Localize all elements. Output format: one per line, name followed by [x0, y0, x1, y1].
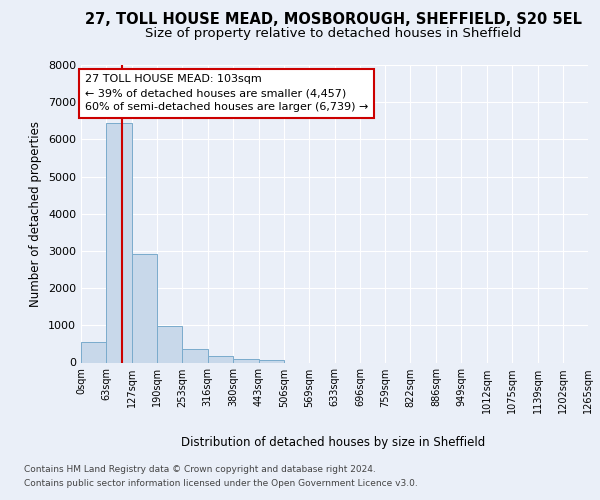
Bar — [233, 359, 259, 362]
Text: Contains public sector information licensed under the Open Government Licence v3: Contains public sector information licen… — [24, 478, 418, 488]
Bar — [132, 254, 157, 362]
Y-axis label: Number of detached properties: Number of detached properties — [29, 120, 43, 306]
Bar — [157, 326, 182, 362]
Text: 27 TOLL HOUSE MEAD: 103sqm
← 39% of detached houses are smaller (4,457)
60% of s: 27 TOLL HOUSE MEAD: 103sqm ← 39% of deta… — [85, 74, 368, 112]
Text: 27, TOLL HOUSE MEAD, MOSBOROUGH, SHEFFIELD, S20 5EL: 27, TOLL HOUSE MEAD, MOSBOROUGH, SHEFFIE… — [85, 12, 581, 28]
Bar — [106, 124, 132, 362]
Text: Size of property relative to detached houses in Sheffield: Size of property relative to detached ho… — [145, 28, 521, 40]
Bar — [81, 342, 106, 362]
Bar — [182, 350, 208, 362]
Text: Contains HM Land Registry data © Crown copyright and database right 2024.: Contains HM Land Registry data © Crown c… — [24, 465, 376, 474]
Bar — [259, 360, 284, 362]
Bar — [208, 356, 233, 362]
Text: Distribution of detached houses by size in Sheffield: Distribution of detached houses by size … — [181, 436, 485, 449]
